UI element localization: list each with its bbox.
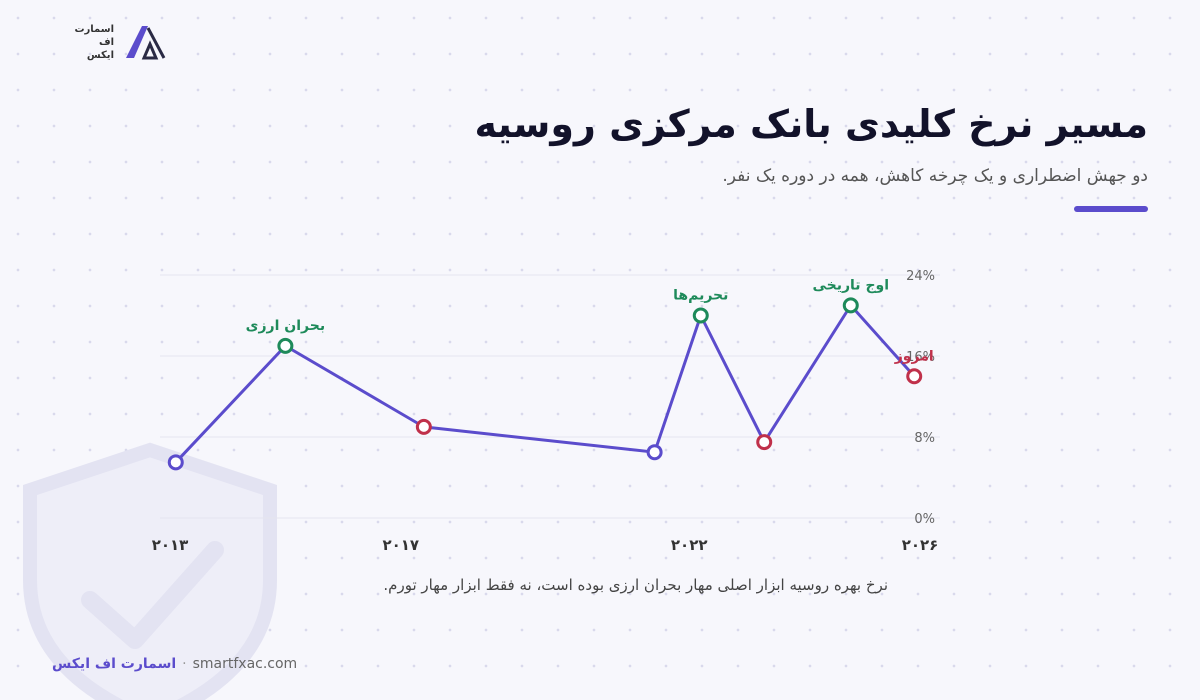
data-point[interactable] xyxy=(692,307,709,324)
y-tick-label: 16% xyxy=(906,350,935,365)
logo-line-3: ایکس xyxy=(86,49,114,61)
footer-separator: · xyxy=(182,656,187,672)
data-point[interactable] xyxy=(415,418,432,435)
data-point[interactable] xyxy=(646,444,663,461)
x-tick-label: ۲۰۲۶ xyxy=(902,536,939,554)
logo-line-1: اسمارت xyxy=(74,23,114,35)
data-point[interactable] xyxy=(756,434,773,451)
data-label: امروز xyxy=(894,348,934,364)
logo-mark-icon xyxy=(126,26,166,60)
y-tick-label: 24% xyxy=(906,269,935,284)
logo-wordmark: اسمارت اف ایکس xyxy=(60,23,114,62)
x-tick-label: ۲۰۲۲ xyxy=(671,536,708,554)
logo-line-2: اف xyxy=(98,36,114,48)
data-point[interactable] xyxy=(842,297,859,314)
footer: اسمارت اف ایکس · smartfxac.com xyxy=(52,656,297,672)
data-point[interactable] xyxy=(277,337,294,354)
data-label: بحران ارزی xyxy=(246,318,325,334)
shield-watermark-icon xyxy=(23,442,277,700)
line-chart: 24% 16% 8% 0% ۲۰۱۳ ۲۰۱۷ ۲۰۲۲ ۲۰۲۶ بحران ارزی تحری… xyxy=(152,269,940,554)
data-point[interactable] xyxy=(167,454,184,471)
page-subtitle: دو جهش اضطراری و یک چرخه کاهش، همه در دو… xyxy=(722,166,1148,186)
footer-brand-name[interactable]: اسمارت اف ایکس xyxy=(52,656,177,672)
series-line xyxy=(174,303,916,464)
x-tick-label: ۲۰۱۳ xyxy=(152,536,189,554)
data-point[interactable] xyxy=(906,368,923,385)
footer-url-link[interactable]: smartfxac.com xyxy=(192,656,298,672)
brand-logo[interactable]: اسمارت اف ایکس xyxy=(60,18,172,66)
y-tick-label: 0% xyxy=(914,512,935,527)
data-label: اوج تاریخی xyxy=(812,277,889,293)
y-tick-label: 8% xyxy=(914,431,935,446)
chart-footnote: نرخ بهره روسیه ابزار اصلی مهار بحران ارز… xyxy=(383,576,888,594)
x-tick-label: ۲۰۱۷ xyxy=(382,536,419,554)
title-accent-bar xyxy=(1074,206,1148,212)
page-title: مسیر نرخ کلیدی بانک مرکزی روسیه xyxy=(474,102,1148,146)
data-label: تحریم‌ها xyxy=(673,288,728,304)
